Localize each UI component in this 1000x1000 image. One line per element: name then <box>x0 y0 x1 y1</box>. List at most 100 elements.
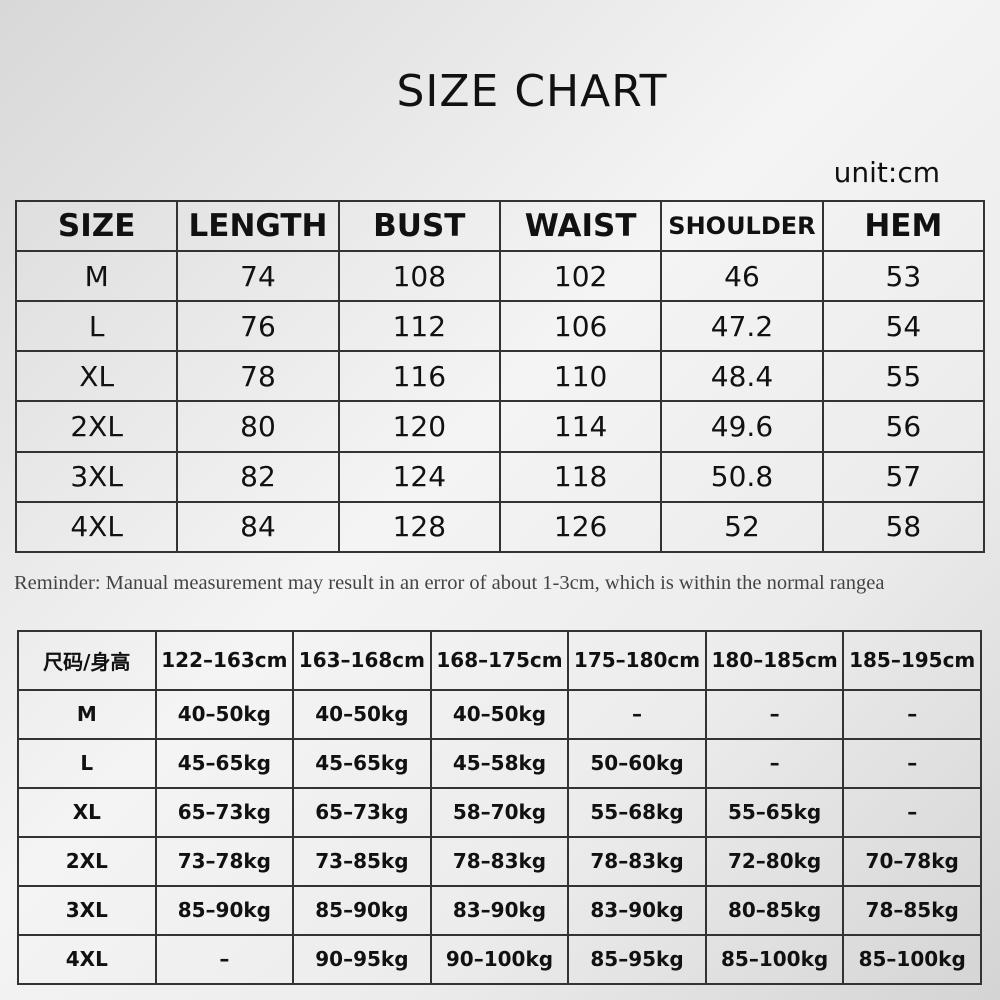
cell: 4XL <box>17 933 157 986</box>
cell: 74 <box>176 249 340 303</box>
cell: – <box>842 737 982 789</box>
cell: XL <box>14 350 179 403</box>
header-cell: 163–168cm <box>292 630 432 691</box>
cell: 102 <box>498 249 663 303</box>
row: M 40–50kg 40–50kg 40–50kg – – – <box>17 688 982 740</box>
cell: 46 <box>660 249 824 303</box>
cell: 40–50kg <box>292 688 432 740</box>
cell: 72–80kg <box>704 835 845 887</box>
cell: 2XL <box>17 835 157 887</box>
cell: 83–90kg <box>567 884 707 936</box>
row: 2XL 73–78kg 73–85kg 78–83kg 78–83kg 72–80kg 70… <box>17 835 982 887</box>
cell: – <box>704 737 845 789</box>
cell: 83–90kg <box>429 884 570 936</box>
cell: 2XL <box>14 400 179 453</box>
cell: 85–100kg <box>842 933 982 986</box>
cell: 85–95kg <box>567 933 707 986</box>
cell: 124 <box>337 450 501 503</box>
cell: 55–68kg <box>567 786 707 838</box>
cell: 82 <box>176 450 340 503</box>
cell: 85–100kg <box>704 933 845 986</box>
cell: 114 <box>498 400 663 453</box>
cell: 55–65kg <box>704 786 845 838</box>
cell: 80 <box>176 400 340 453</box>
cell: 90–95kg <box>292 933 432 986</box>
cell: 54 <box>821 300 986 353</box>
cell: 49.6 <box>660 400 824 453</box>
cell: M <box>17 688 157 740</box>
cell: 53 <box>821 249 986 303</box>
row: L 76 112 106 47.2 54 <box>14 300 986 353</box>
header-cell: 175–180cm <box>567 630 707 691</box>
header-cell: 180–185cm <box>704 630 845 691</box>
row: 2XL 80 120 114 49.6 56 <box>14 400 986 453</box>
cell: 47.2 <box>660 300 824 353</box>
header-cell: SIZE <box>14 200 179 252</box>
header-cell: 185–195cm <box>842 630 982 691</box>
cell: 58–70kg <box>429 786 570 838</box>
cell: 84 <box>176 500 340 554</box>
row: L 45–65kg 45–65kg 45–58kg 50–60kg – – <box>17 737 982 789</box>
row: 4XL –90–95kg 90–100kg 85–95kg 85–100kg 85–100… <box>17 933 982 986</box>
size-table: SIZE LENGTH BUST WAIST SHOULDER HEM M 74 108 102 4… <box>14 200 986 554</box>
cell: – <box>842 786 982 838</box>
header-cell: WAIST <box>498 200 663 252</box>
title: SIZE CHART <box>396 66 668 117</box>
header-cell: 尺码/身高 <box>17 630 157 691</box>
row: XL 78 116 110 48.4 55 <box>14 350 986 403</box>
weight-table: 尺码/身高 122–163cm 163–168cm 168–175cm 175–180c… <box>17 630 982 986</box>
cell: – <box>154 933 295 986</box>
cell: 80–85kg <box>704 884 845 936</box>
row: 3XL 82 124 118 50.8 57 <box>14 450 986 503</box>
cell: 70–78kg <box>842 835 982 887</box>
cell: 58 <box>821 500 986 554</box>
cell: 120 <box>337 400 501 453</box>
header-cell: 122–163cm <box>154 630 295 691</box>
cell: 78–83kg <box>429 835 570 887</box>
cell: 118 <box>498 450 663 503</box>
cell: 50.8 <box>660 450 824 503</box>
header-row: SIZE LENGTH BUST WAIST SHOULDER HEM <box>14 200 986 252</box>
cell: 65–73kg <box>292 786 432 838</box>
cell: 78–85kg <box>842 884 982 936</box>
cell: 106 <box>498 300 663 353</box>
cell: 40–50kg <box>154 688 295 740</box>
cell: 73–85kg <box>292 835 432 887</box>
row: 4XL 84 128 126 52 58 <box>14 500 986 554</box>
cell: 126 <box>498 500 663 554</box>
cell: 76 <box>176 300 340 353</box>
header-cell: 168–175cm <box>429 630 570 691</box>
row: 3XL 85–90kg 85–90kg 83–90kg 83–90kg 80–85kg 78… <box>17 884 982 936</box>
cell: 4XL <box>14 500 179 554</box>
cell: 45–65kg <box>154 737 295 789</box>
reminder: Reminder: Manual measurement may result … <box>14 572 885 594</box>
cell: 78 <box>176 350 340 403</box>
cell: 108 <box>337 249 501 303</box>
cell: 116 <box>337 350 501 403</box>
header-cell: BUST <box>337 200 501 252</box>
cell: M <box>14 249 179 303</box>
cell: 3XL <box>17 884 157 936</box>
cell: – <box>842 688 982 740</box>
cell: 40–50kg <box>429 688 570 740</box>
cell: 112 <box>337 300 501 353</box>
cell: 57 <box>821 450 986 503</box>
header-row: 尺码/身高 122–163cm 163–168cm 168–175cm 175–180c… <box>17 630 982 691</box>
cell: 3XL <box>14 450 179 503</box>
cell: 90–100kg <box>429 933 570 986</box>
cell: 110 <box>498 350 663 403</box>
cell: 85–90kg <box>154 884 295 936</box>
cell: L <box>17 737 157 789</box>
cell: XL <box>17 786 157 838</box>
cell: 128 <box>337 500 501 554</box>
cell: 65–73kg <box>154 786 295 838</box>
row: M 74 108 102 46 53 <box>14 249 986 303</box>
cell: 56 <box>821 400 986 453</box>
cell: L <box>14 300 179 353</box>
cell: 45–58kg <box>429 737 570 789</box>
cell: – <box>704 688 845 740</box>
cell: 48.4 <box>660 350 824 403</box>
cell: 45–65kg <box>292 737 432 789</box>
cell: 55 <box>821 350 986 403</box>
